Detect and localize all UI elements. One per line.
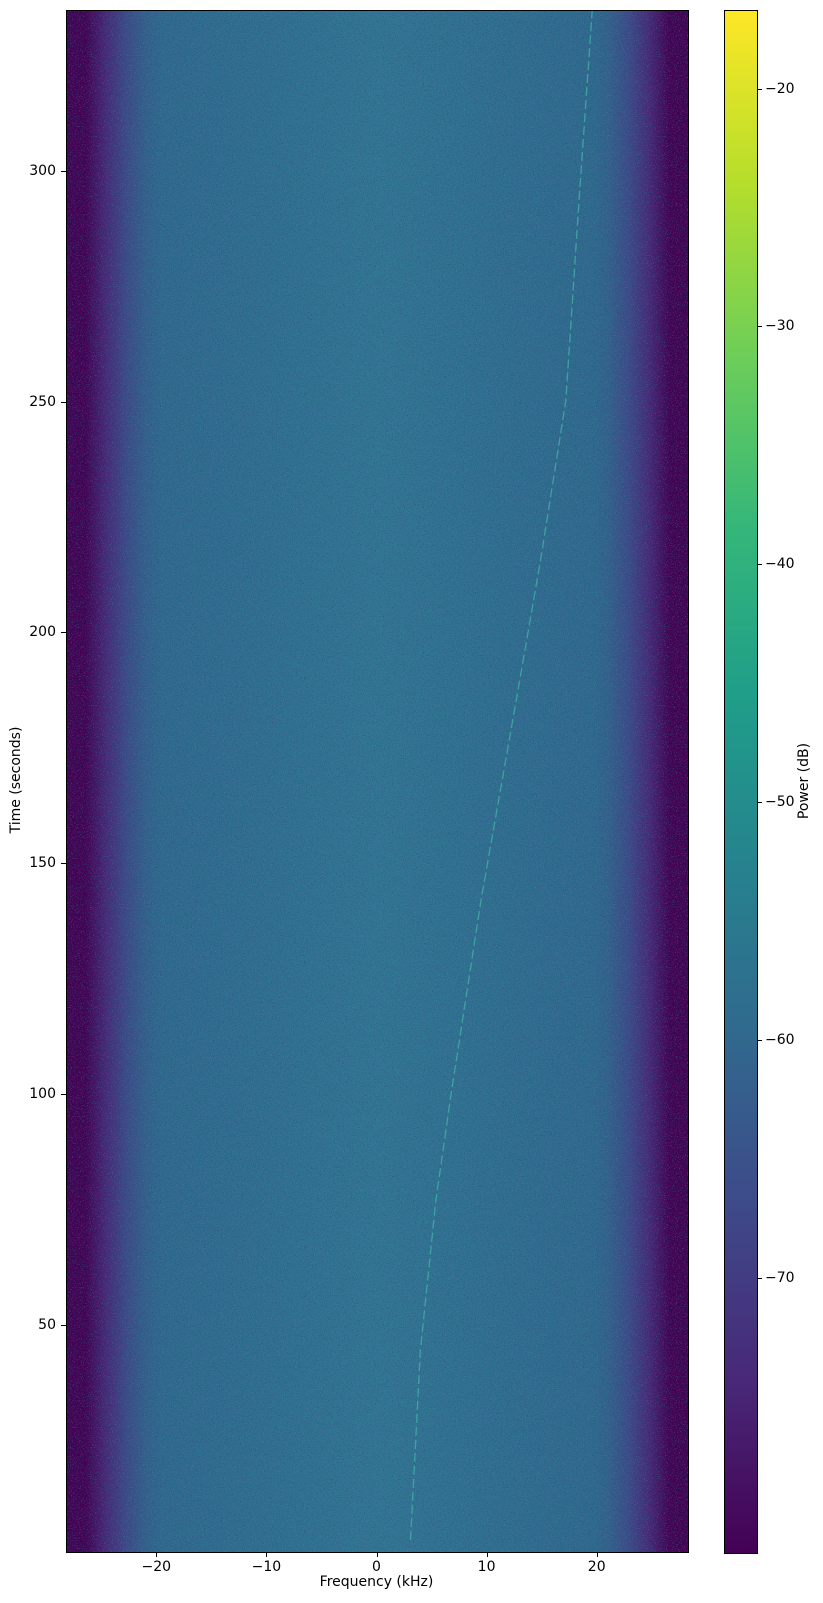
y-tick-mark [61, 1093, 66, 1095]
x-tick-label: 0 [372, 1559, 381, 1575]
x-tick-mark [156, 1552, 158, 1557]
y-tick-label: 300 [29, 162, 56, 179]
colorbar-tick-label: −60 [765, 1032, 795, 1049]
colorbar-tick-label: −30 [765, 318, 795, 335]
spectrogram-image [67, 11, 688, 1552]
x-tick-label: 10 [477, 1559, 496, 1575]
x-axis-label: Frequency (kHz) [319, 1574, 434, 1590]
colorbar-tick-mark [757, 88, 762, 90]
colorbar-tick-mark [757, 1040, 762, 1042]
y-tick-mark [61, 1324, 66, 1326]
signal-trace [409, 11, 593, 1540]
x-tick-mark [486, 1552, 488, 1557]
y-tick-label: 250 [29, 393, 56, 410]
x-tick-mark [266, 1552, 268, 1557]
y-axis-label: Time (seconds) [8, 726, 24, 834]
x-tick-label: −20 [141, 1559, 172, 1575]
x-tick-label: −10 [251, 1559, 282, 1575]
y-tick-label: 50 [38, 1316, 56, 1333]
x-tick-mark [376, 1552, 378, 1557]
colorbar-tick-label: −50 [765, 794, 795, 811]
x-tick-label: 20 [587, 1559, 606, 1575]
colorbar-tick-mark [757, 1278, 762, 1280]
x-tick-mark [596, 1552, 598, 1557]
noise-speckle-teal-layer [67, 11, 688, 1552]
colorbar-label: Power (dB) [796, 742, 812, 820]
colorbar-tick-label: −40 [765, 556, 795, 573]
y-tick-mark [61, 170, 66, 172]
colorbar-tick-label: −70 [765, 1270, 795, 1287]
colorbar-tick-mark [757, 564, 762, 566]
colorbar-tick-mark [757, 326, 762, 328]
y-tick-label: 150 [29, 855, 56, 872]
y-tick-label: 200 [29, 624, 56, 641]
y-tick-mark [61, 863, 66, 865]
y-tick-label: 100 [29, 1085, 56, 1102]
colorbar [724, 10, 758, 1554]
plot-area [66, 10, 689, 1553]
y-tick-mark [61, 632, 66, 634]
colorbar-tick-label: −20 [765, 80, 795, 97]
y-tick-mark [61, 401, 66, 403]
colorbar-tick-mark [757, 802, 762, 804]
